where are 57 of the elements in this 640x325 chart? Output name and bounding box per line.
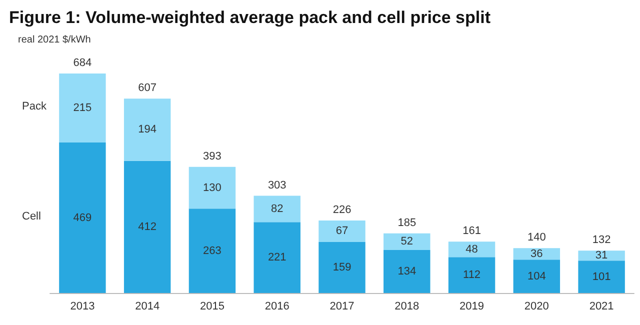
bar bbox=[188, 166, 236, 209]
total-label: 393 bbox=[203, 150, 222, 162]
total-label: 161 bbox=[462, 225, 481, 238]
bar bbox=[254, 222, 300, 293]
bar bbox=[124, 160, 171, 293]
bar bbox=[578, 260, 625, 293]
data-label: 134 bbox=[398, 266, 416, 278]
data-label: 469 bbox=[73, 212, 92, 224]
bar bbox=[254, 196, 300, 222]
total-label: 140 bbox=[527, 232, 546, 244]
data-label: 82 bbox=[270, 202, 284, 215]
x-tick-label: 2015 bbox=[200, 300, 224, 312]
data-label: 263 bbox=[203, 244, 222, 257]
data-label: 36 bbox=[530, 248, 543, 260]
data-label: 101 bbox=[592, 270, 611, 283]
bar bbox=[318, 220, 366, 242]
x-tick-label: 2014 bbox=[135, 300, 160, 312]
data-label: 112 bbox=[463, 269, 481, 282]
data-label: 31 bbox=[595, 250, 608, 262]
x-tick-label: 2017 bbox=[330, 300, 354, 312]
data-label: 215 bbox=[73, 102, 92, 114]
total-label: 684 bbox=[73, 57, 92, 70]
data-label: 52 bbox=[400, 236, 414, 248]
data-label: 159 bbox=[332, 261, 352, 274]
data-label: 194 bbox=[138, 124, 157, 136]
bar bbox=[59, 74, 106, 143]
bar bbox=[448, 257, 496, 293]
bar bbox=[124, 98, 171, 161]
chart-title: Figure 1: Volume-weighted average pack and cell price split bbox=[9, 8, 491, 27]
total-label: 226 bbox=[332, 204, 352, 216]
bar bbox=[59, 142, 106, 293]
bar bbox=[513, 260, 560, 293]
series-label: Pack bbox=[22, 100, 47, 113]
x-tick-label: 2018 bbox=[394, 300, 420, 312]
bar bbox=[448, 242, 496, 258]
total-label: 132 bbox=[592, 234, 611, 246]
total-label: 607 bbox=[138, 82, 157, 94]
series-label: Cell bbox=[22, 210, 41, 222]
total-label: 185 bbox=[398, 216, 416, 229]
x-tick-label: 2013 bbox=[70, 300, 95, 312]
bar bbox=[384, 250, 430, 293]
x-tick-label: 2016 bbox=[264, 300, 290, 312]
bar bbox=[188, 208, 236, 293]
bar bbox=[384, 233, 430, 250]
x-tick-label: 2020 bbox=[524, 300, 549, 312]
data-label: 48 bbox=[466, 243, 478, 256]
data-label: 221 bbox=[268, 252, 286, 264]
data-label: 67 bbox=[336, 225, 348, 238]
bar bbox=[318, 242, 366, 293]
data-label: 130 bbox=[203, 182, 222, 194]
y-axis-title: real 2021 $/kWh bbox=[18, 34, 91, 46]
x-tick-label: 2019 bbox=[460, 300, 484, 312]
total-label: 303 bbox=[268, 179, 286, 192]
bar bbox=[578, 250, 625, 261]
data-label: 104 bbox=[527, 270, 546, 282]
data-label: 412 bbox=[138, 220, 157, 233]
x-tick-label: 2021 bbox=[589, 300, 614, 312]
